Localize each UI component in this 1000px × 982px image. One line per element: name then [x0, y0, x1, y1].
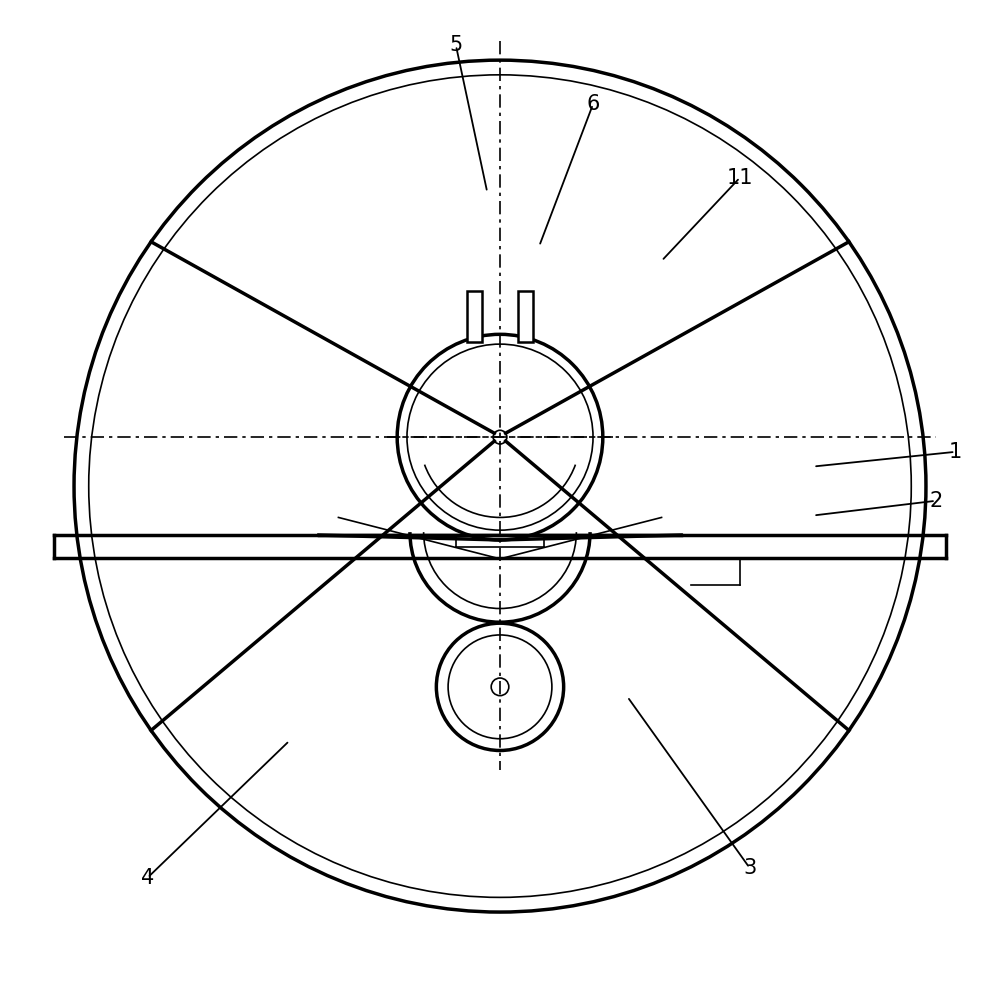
Text: 11: 11: [727, 168, 753, 188]
Bar: [518, 292, 533, 342]
Text: 2: 2: [929, 491, 942, 511]
Text: 1: 1: [949, 442, 962, 462]
Bar: [467, 292, 482, 342]
Text: 3: 3: [743, 858, 756, 878]
Text: 6: 6: [586, 94, 600, 114]
Text: 5: 5: [449, 35, 463, 55]
Text: 4: 4: [141, 868, 154, 888]
